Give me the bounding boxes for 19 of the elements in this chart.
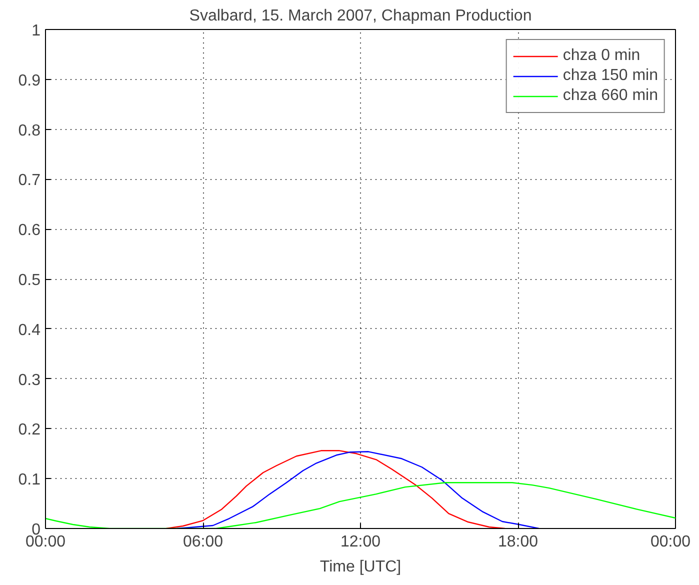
chart-title: Svalbard, 15. March 2007, Chapman Production xyxy=(189,8,532,24)
x-axis-title: Time [UTC] xyxy=(320,558,402,576)
legend-label: chza 0 min xyxy=(562,47,640,65)
legend-label: chza 150 min xyxy=(562,67,658,85)
y-tick-label: 0.4 xyxy=(18,322,41,339)
legend-label: chza 660 min xyxy=(562,87,658,105)
x-tick-label: 12:00 xyxy=(340,534,381,550)
y-tick-label: 0.2 xyxy=(18,422,41,439)
y-tick-label: 1 xyxy=(32,22,41,40)
y-tick-label: 0.3 xyxy=(18,372,41,389)
x-tick-label: 00:00 xyxy=(650,534,691,550)
x-tick-label: 18:00 xyxy=(498,534,538,550)
y-tick-label: 0.6 xyxy=(18,222,41,240)
y-tick-label: 0.9 xyxy=(18,72,41,90)
y-tick-label: 0.5 xyxy=(18,272,41,289)
y-tick-label: 0.1 xyxy=(18,472,41,489)
y-tick-label: 0.7 xyxy=(18,172,41,190)
x-tick-label: 06:00 xyxy=(182,534,224,550)
y-tick-label: 0.8 xyxy=(18,122,41,140)
